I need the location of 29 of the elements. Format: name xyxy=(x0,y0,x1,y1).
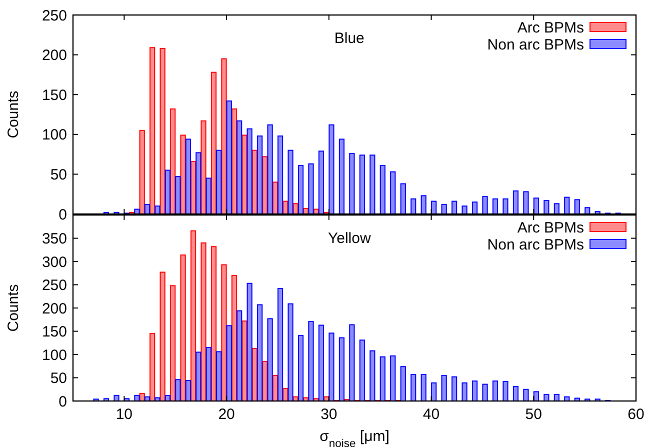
text: Blue xyxy=(334,30,364,47)
x-tick-label: 10 xyxy=(116,406,133,423)
y-tick-label: 300 xyxy=(42,254,67,271)
y-tick-label: 0 xyxy=(58,206,67,224)
y-tick-label: 350 xyxy=(42,230,67,248)
y-axis-title: Counts xyxy=(5,284,22,332)
legend-label: Non arc BPMs xyxy=(487,36,584,54)
y-tick-label: 50 xyxy=(50,166,67,184)
y-tick-label: 200 xyxy=(42,300,67,318)
x-tick-label: 50 xyxy=(525,406,542,423)
y-tick-label: 150 xyxy=(42,86,67,104)
x-tick-label: 40 xyxy=(422,406,440,423)
legend-label: Arc BPMs xyxy=(517,19,584,36)
x-tick-label: 60 xyxy=(628,406,644,423)
y-tick-label: 250 xyxy=(42,7,67,24)
y-tick-label: 200 xyxy=(42,47,67,64)
x-axis-title: σ$_{noise}$ [μm] xyxy=(320,428,390,447)
x-tick-label: 20 xyxy=(218,406,235,423)
y-tick-label: 250 xyxy=(42,277,67,294)
legend-label: Non arc BPMs xyxy=(487,236,584,254)
y-axis-title: Counts xyxy=(5,90,22,138)
y-tick-label: 100 xyxy=(42,126,67,144)
y-tick-label: 50 xyxy=(50,370,67,387)
text: Yellow xyxy=(328,230,371,247)
x-tick-label: 30 xyxy=(320,406,338,423)
y-tick-label: 150 xyxy=(42,324,67,340)
y-tick-label: 100 xyxy=(42,346,67,364)
legend-label: Arc BPMs xyxy=(517,219,584,236)
y-tick-label: 0 xyxy=(58,393,67,410)
